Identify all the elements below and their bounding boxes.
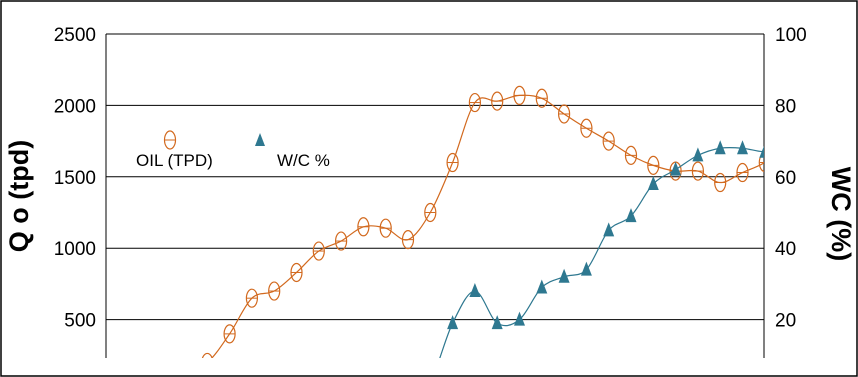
oil-point (379, 218, 392, 238)
left-axis-label: Q o (tpd) (4, 140, 34, 252)
oil-point (535, 88, 548, 108)
oil-point (513, 85, 526, 106)
right-tick-labels: 20 40 60 80 100 (775, 25, 807, 332)
wc-point (447, 315, 459, 330)
oil-point (401, 230, 415, 250)
wc-point (647, 175, 659, 190)
oil-point (624, 145, 638, 165)
oil-point (557, 104, 571, 124)
gridlines (106, 33, 764, 321)
wc-point (491, 315, 503, 330)
wc-point (692, 147, 704, 162)
left-tick-label: 2500 (54, 25, 96, 46)
oil-point (446, 152, 459, 173)
oil-point (312, 241, 325, 261)
legend-oil-label: OIL (TPD) (136, 151, 213, 170)
right-tick-label: 100 (775, 25, 807, 46)
wc-point (714, 140, 726, 155)
right-tick-label: 20 (775, 311, 796, 332)
left-tick-label: 1500 (54, 168, 96, 189)
oil-point (223, 324, 236, 344)
wc-point (580, 261, 592, 276)
wc-point (536, 279, 548, 294)
oil-point (602, 131, 615, 151)
oil-point (647, 155, 660, 175)
oil-point (491, 91, 504, 111)
oil-point (335, 231, 348, 251)
wc-point (625, 208, 637, 223)
oil-point (424, 202, 437, 223)
legend: OIL (TPD) W/C % (136, 130, 330, 170)
left-tick-label: 500 (64, 311, 96, 332)
oil-point (245, 288, 258, 308)
right-tick-label: 80 (775, 96, 796, 117)
oil-point (290, 262, 303, 283)
oil-point (758, 153, 764, 173)
legend-wc-marker (255, 133, 265, 146)
wc-point (603, 222, 615, 237)
left-tick-label: 2000 (54, 96, 96, 117)
wc-point (737, 140, 748, 155)
oil-point (714, 172, 727, 193)
left-tick-labels: 500 1000 1500 2000 2500 (54, 25, 96, 332)
right-tick-label: 40 (775, 239, 796, 260)
right-axis-label: WC (%) (826, 167, 856, 261)
oil-point (357, 217, 370, 237)
oil-point (201, 352, 213, 358)
wc-point (469, 283, 481, 298)
oil-point (268, 281, 281, 301)
legend-wc-label: W/C % (277, 151, 330, 170)
oil-point (691, 161, 705, 181)
plot-area (201, 85, 764, 358)
left-tick-label: 1000 (54, 239, 96, 260)
wc-point (759, 145, 764, 158)
oil-point (736, 162, 749, 183)
wc-point (514, 311, 525, 326)
wc-point (558, 268, 570, 283)
right-tick-label: 60 (775, 168, 796, 189)
oil-point (580, 118, 593, 138)
wc-point (670, 161, 682, 176)
legend-oil-marker (163, 130, 177, 150)
oil-point (468, 92, 481, 113)
